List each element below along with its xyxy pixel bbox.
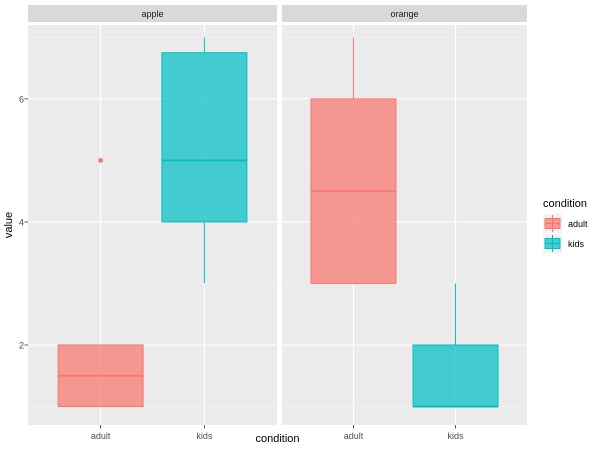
y-tick-label: 4 [19,217,24,227]
legend-item-label: adult [568,219,588,229]
y-tick-label: 6 [19,94,24,104]
facet-strip-label: apple [141,9,163,19]
x-tick-label: kids [448,431,465,441]
legend-title: condition [543,198,587,210]
x-tick-label: adult [91,431,111,441]
box-kids [412,344,499,408]
facet-strip-label: orange [390,9,418,19]
box-kids [161,52,248,223]
x-tick-label: kids [196,431,213,441]
box-outlier [98,157,104,163]
y-axis-title: value [3,212,15,238]
x-tick-label: adult [344,431,364,441]
facet-strip [282,5,527,22]
legend-item-label: kids [568,239,585,249]
y-tick-label: 2 [19,341,24,351]
x-axis-title: condition [255,433,299,445]
facet-strip [28,5,277,22]
